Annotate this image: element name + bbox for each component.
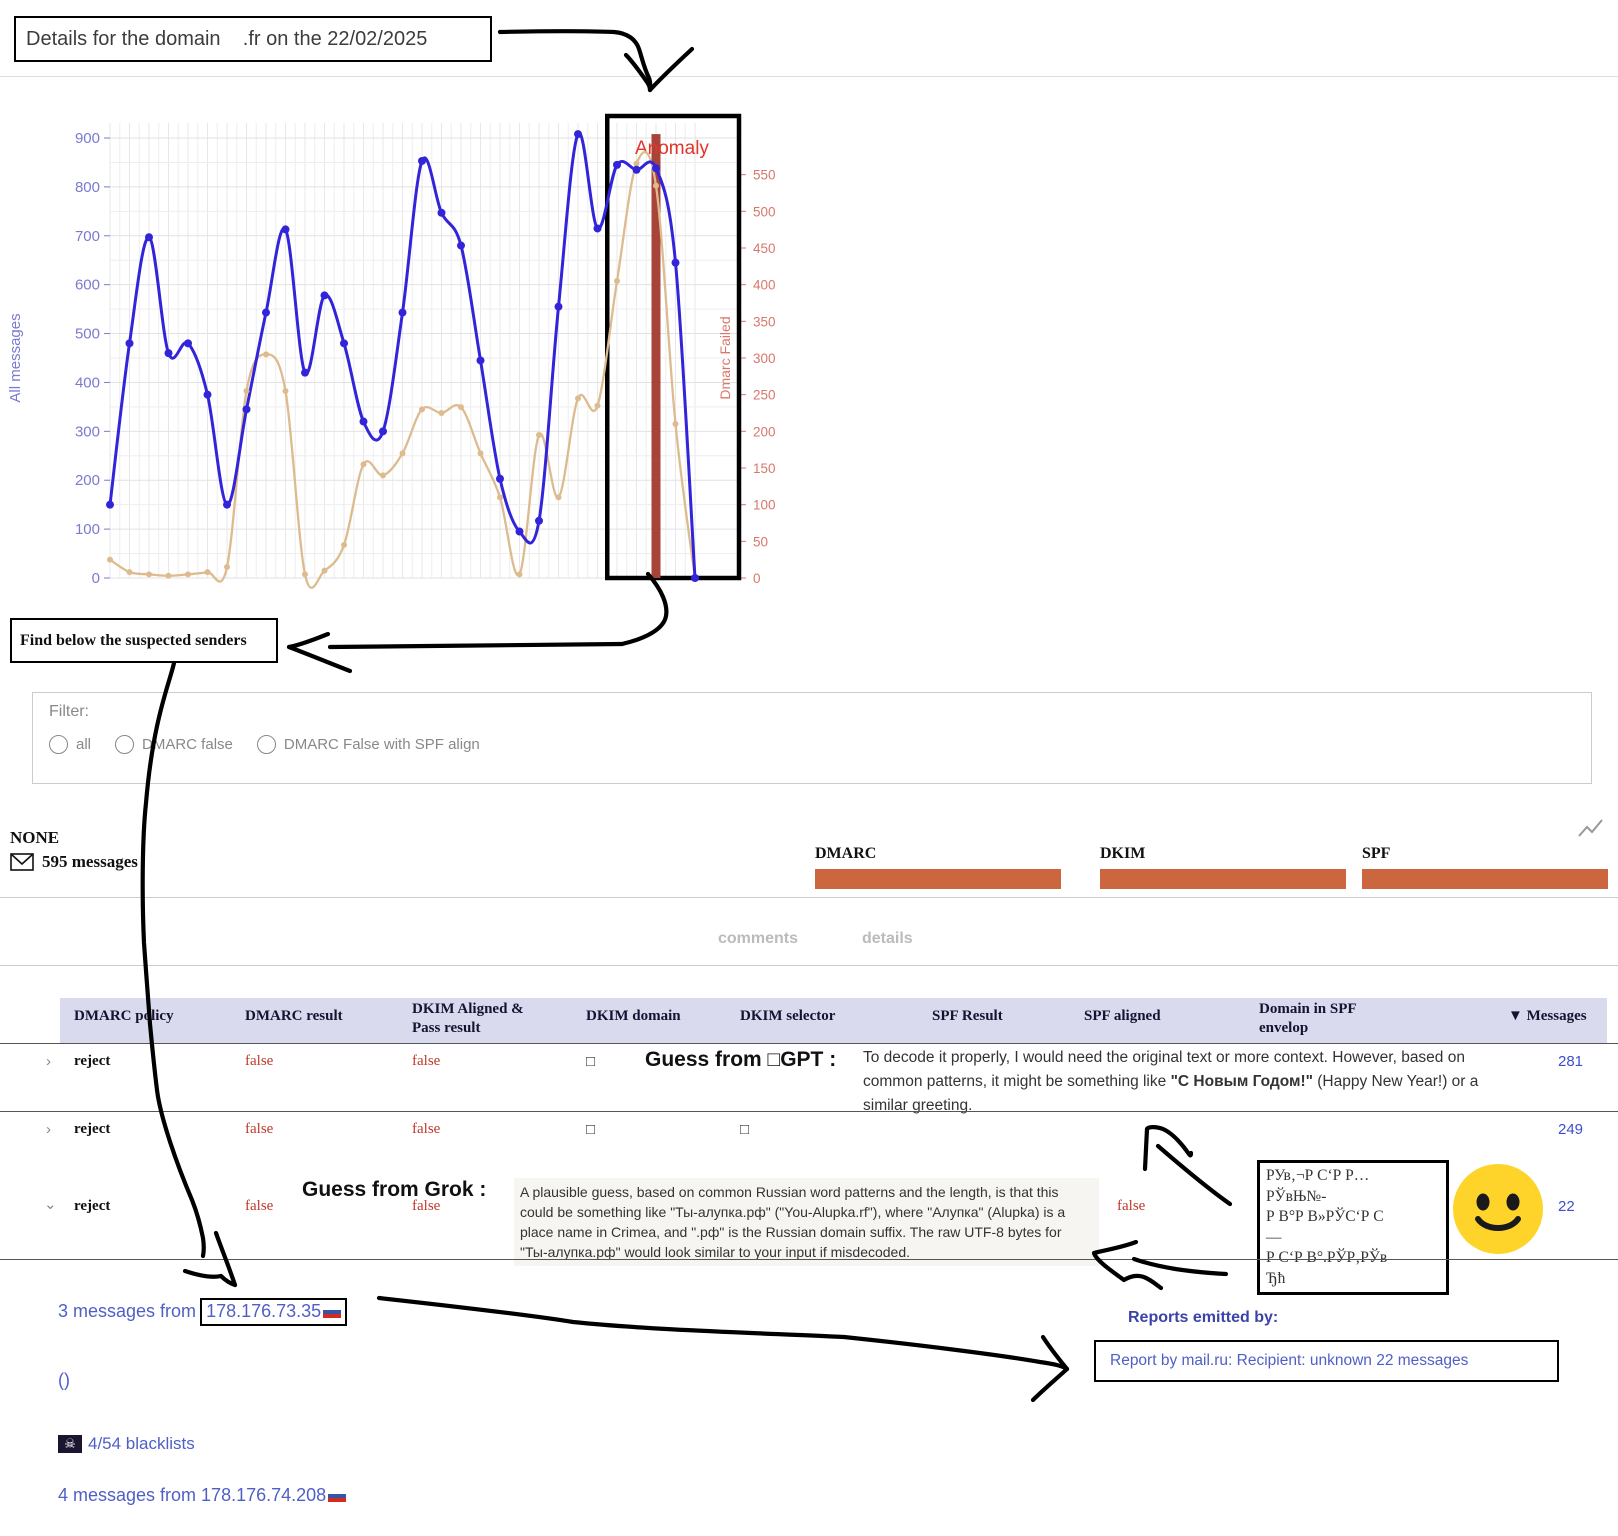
svg-text:50: 50: [753, 534, 768, 549]
svg-text:Anomaly: Anomaly: [635, 138, 709, 159]
svg-text:250: 250: [753, 388, 776, 403]
svg-text:700: 700: [75, 228, 100, 245]
svg-text:200: 200: [753, 424, 776, 439]
svg-text:100: 100: [753, 498, 776, 513]
svg-text:450: 450: [753, 241, 776, 256]
svg-text:600: 600: [75, 277, 100, 294]
svg-text:150: 150: [753, 461, 776, 476]
svg-text:500: 500: [753, 204, 776, 219]
svg-text:900: 900: [75, 130, 100, 147]
svg-text:500: 500: [75, 326, 100, 343]
svg-text:300: 300: [75, 423, 100, 440]
svg-text:350: 350: [753, 314, 776, 329]
svg-text:All messages: All messages: [7, 313, 24, 402]
svg-text:200: 200: [75, 472, 100, 489]
svg-text:100: 100: [75, 521, 100, 538]
svg-text:0: 0: [92, 570, 100, 587]
svg-text:Dmarc Failed: Dmarc Failed: [717, 316, 733, 399]
svg-text:0: 0: [753, 571, 761, 586]
svg-text:800: 800: [75, 179, 100, 196]
svg-text:300: 300: [753, 351, 776, 366]
svg-text:400: 400: [753, 278, 776, 293]
svg-text:550: 550: [753, 168, 776, 183]
svg-text:400: 400: [75, 374, 100, 391]
